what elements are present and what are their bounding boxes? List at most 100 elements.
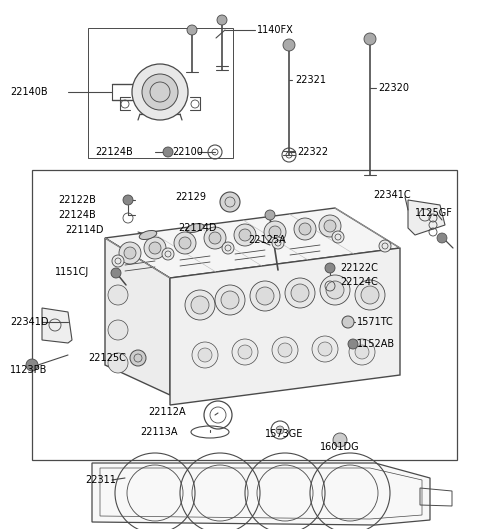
Circle shape (319, 215, 341, 237)
Circle shape (132, 64, 188, 120)
Circle shape (108, 320, 128, 340)
Text: 1571TC: 1571TC (357, 317, 394, 327)
Text: 22113A: 22113A (140, 427, 178, 437)
Circle shape (318, 342, 332, 356)
Text: 22320: 22320 (378, 83, 409, 93)
Text: 22321: 22321 (295, 75, 326, 85)
Text: 22341D: 22341D (10, 317, 48, 327)
Text: 22114D: 22114D (65, 225, 104, 235)
Circle shape (149, 242, 161, 254)
Text: 22124B: 22124B (58, 210, 96, 220)
Circle shape (234, 224, 256, 246)
Text: 22124B: 22124B (95, 147, 133, 157)
Circle shape (265, 210, 275, 220)
Circle shape (108, 285, 128, 305)
Text: 22122C: 22122C (340, 263, 378, 273)
Text: 22140B: 22140B (10, 87, 48, 97)
Circle shape (215, 285, 245, 315)
Circle shape (250, 281, 280, 311)
Circle shape (187, 25, 197, 35)
Polygon shape (42, 308, 72, 343)
Circle shape (320, 275, 350, 305)
Circle shape (198, 348, 212, 362)
Circle shape (209, 232, 221, 244)
Circle shape (174, 232, 196, 254)
Bar (32, 170, 457, 460)
Circle shape (217, 15, 227, 25)
Circle shape (130, 350, 146, 366)
Circle shape (112, 255, 124, 267)
Circle shape (355, 280, 385, 310)
Circle shape (204, 227, 226, 249)
Circle shape (111, 268, 121, 278)
Circle shape (179, 237, 191, 249)
Circle shape (326, 281, 344, 299)
Circle shape (108, 353, 128, 373)
Bar (88, 28, 233, 158)
Text: 1152AB: 1152AB (357, 339, 395, 349)
Text: 22129: 22129 (175, 192, 206, 202)
Circle shape (239, 229, 251, 241)
Circle shape (119, 242, 141, 264)
Text: 1140FX: 1140FX (257, 25, 294, 35)
Circle shape (299, 223, 311, 235)
Circle shape (269, 226, 281, 238)
Circle shape (124, 247, 136, 259)
Text: 22122B: 22122B (58, 195, 96, 205)
Polygon shape (105, 238, 170, 395)
Text: 22125C: 22125C (88, 353, 126, 363)
Circle shape (333, 433, 347, 447)
Circle shape (361, 286, 379, 304)
Circle shape (221, 291, 239, 309)
Text: 22125A: 22125A (248, 235, 286, 245)
Circle shape (163, 147, 173, 157)
Text: 22114D: 22114D (178, 223, 216, 233)
Circle shape (272, 337, 298, 363)
Circle shape (324, 220, 336, 232)
Circle shape (232, 339, 258, 365)
Text: 1573GE: 1573GE (265, 429, 303, 439)
Text: 22341C: 22341C (373, 190, 410, 200)
Circle shape (348, 339, 358, 349)
Circle shape (192, 342, 218, 368)
Circle shape (342, 316, 354, 328)
Circle shape (294, 218, 316, 240)
Ellipse shape (139, 231, 157, 240)
Text: 22124C: 22124C (340, 277, 378, 287)
Circle shape (238, 345, 252, 359)
Circle shape (162, 248, 174, 260)
Circle shape (379, 240, 391, 252)
Circle shape (264, 221, 286, 243)
Polygon shape (105, 208, 400, 278)
Circle shape (276, 426, 284, 434)
Circle shape (285, 278, 315, 308)
Circle shape (349, 339, 375, 365)
Circle shape (123, 195, 133, 205)
Circle shape (26, 359, 38, 371)
Text: 1123PB: 1123PB (10, 365, 48, 375)
Polygon shape (408, 200, 445, 235)
Text: 1601DG: 1601DG (320, 442, 360, 452)
Circle shape (325, 263, 335, 273)
Text: 22322: 22322 (297, 147, 328, 157)
Circle shape (185, 290, 215, 320)
Circle shape (437, 233, 447, 243)
Circle shape (272, 237, 284, 249)
Circle shape (278, 343, 292, 357)
Text: 22311: 22311 (85, 475, 116, 485)
Circle shape (142, 74, 178, 110)
Text: 1125GF: 1125GF (415, 208, 453, 218)
Circle shape (220, 192, 240, 212)
Polygon shape (92, 463, 430, 525)
Circle shape (364, 33, 376, 45)
Circle shape (256, 287, 274, 305)
Text: 22100: 22100 (172, 147, 203, 157)
Circle shape (332, 231, 344, 243)
Circle shape (283, 39, 295, 51)
Text: 1151CJ: 1151CJ (55, 267, 89, 277)
Circle shape (355, 345, 369, 359)
Polygon shape (170, 248, 400, 405)
Circle shape (222, 242, 234, 254)
Circle shape (312, 336, 338, 362)
Text: 22112A: 22112A (148, 407, 186, 417)
